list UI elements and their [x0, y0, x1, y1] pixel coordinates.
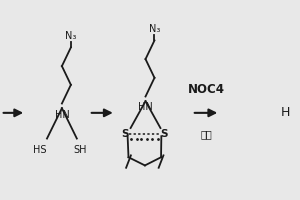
- Text: N₃: N₃: [65, 31, 76, 41]
- Text: HN: HN: [55, 110, 69, 120]
- Text: 点击: 点击: [201, 129, 213, 139]
- Text: N₃: N₃: [149, 24, 160, 34]
- Text: SH: SH: [73, 145, 87, 155]
- Text: S: S: [160, 129, 168, 139]
- Text: HN: HN: [137, 102, 152, 112]
- Text: HS: HS: [33, 145, 46, 155]
- Text: H: H: [281, 106, 291, 119]
- Text: NOC4: NOC4: [188, 83, 225, 96]
- Text: S: S: [121, 129, 128, 139]
